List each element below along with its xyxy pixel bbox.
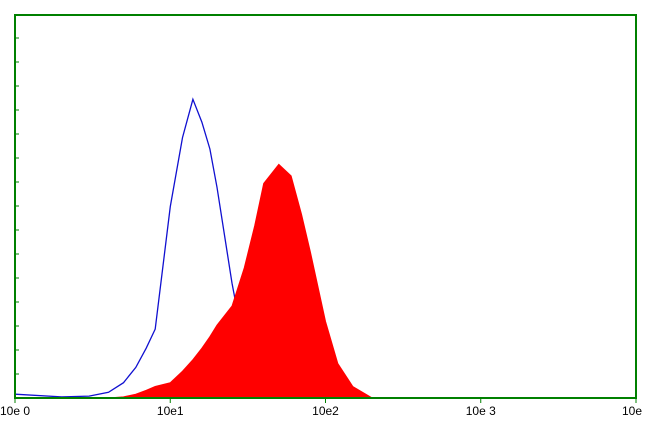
x-tick-label: 10e2: [312, 404, 339, 418]
histogram-area: [15, 163, 375, 399]
x-tick-label: 10e: [622, 404, 642, 418]
x-tick-label: 10e 0: [0, 404, 30, 418]
x-tick-label: 10e 3: [466, 404, 496, 418]
x-tick-label: 10e1: [157, 404, 184, 418]
